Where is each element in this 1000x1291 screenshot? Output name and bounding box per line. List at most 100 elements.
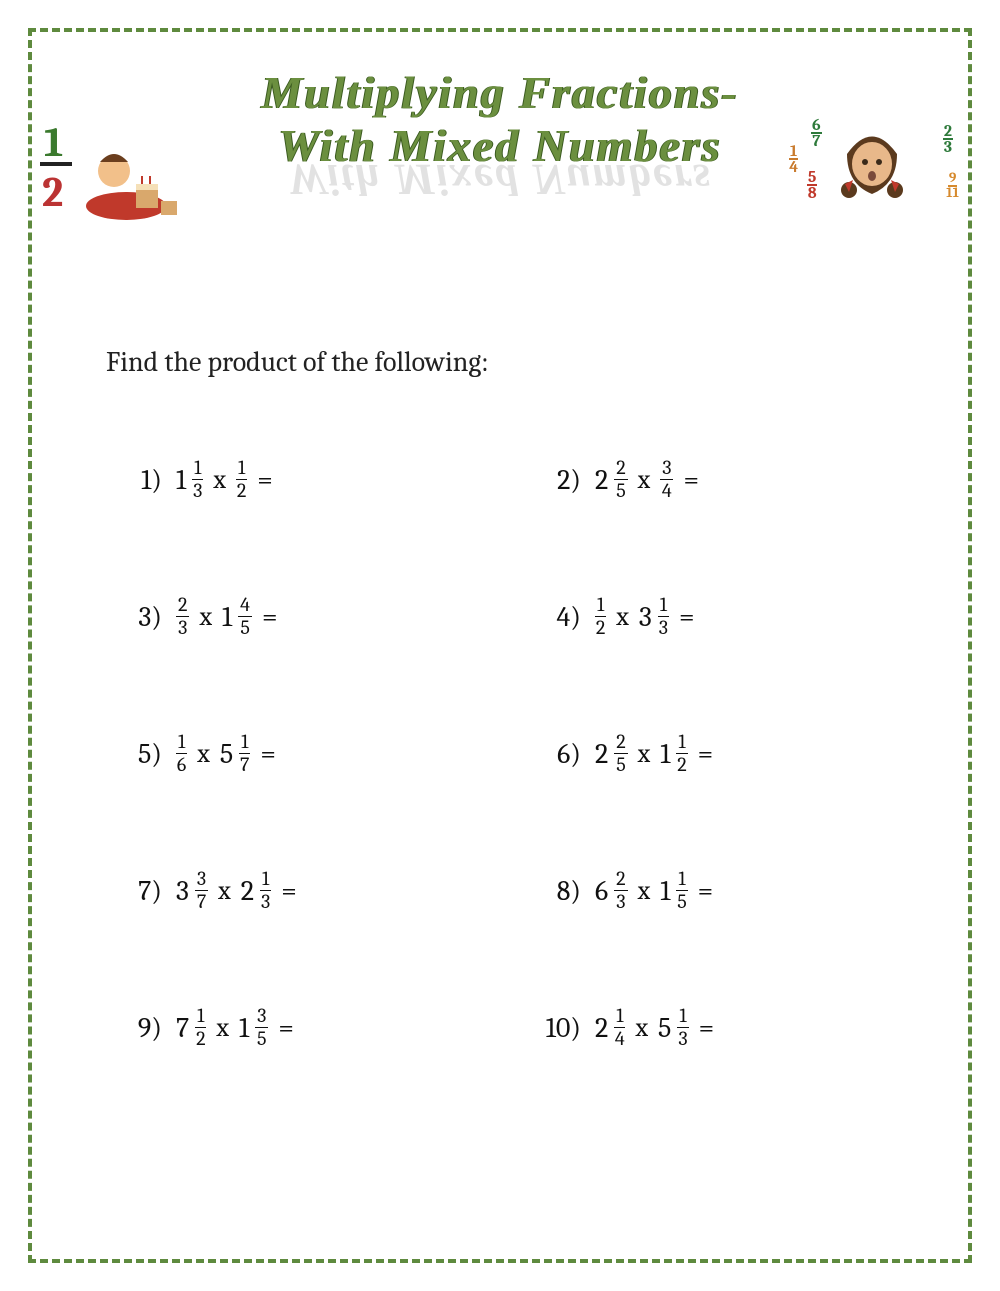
problem-6: 6)225x112=	[495, 732, 914, 775]
numerator: 1	[239, 732, 250, 754]
numerator: 1	[614, 1006, 625, 1028]
whole-part: 1	[660, 875, 670, 907]
multiply-symbol: x	[635, 1013, 648, 1043]
equals-symbol: =	[262, 601, 278, 633]
fraction: 37	[195, 869, 208, 912]
multiply-symbol: x	[638, 465, 651, 495]
numerator: 1	[658, 595, 669, 617]
expression: 214x513=	[595, 1006, 714, 1049]
mini-frac-5-8: 58	[807, 170, 817, 201]
numerator: 1	[260, 869, 271, 891]
problem-5: 5)16x517=	[116, 732, 495, 775]
multiply-symbol: x	[218, 876, 231, 906]
fraction: 15	[676, 869, 687, 912]
numerator: 1	[195, 1006, 206, 1028]
fraction: 12	[676, 732, 687, 775]
fraction: 17	[239, 732, 250, 775]
expression: 12x313=	[595, 595, 695, 638]
denominator: 6	[177, 754, 186, 775]
whole-part: 5	[220, 738, 233, 770]
denominator: 3	[178, 617, 187, 638]
equals-symbol: =	[698, 738, 714, 770]
fraction: 14	[614, 1006, 625, 1049]
problem-1: 1)113x12=	[116, 458, 495, 501]
fraction: 35	[255, 1006, 268, 1049]
problem-8: 8)623x115=	[495, 869, 914, 912]
problem-number: 7)	[116, 875, 162, 907]
numerator: 2	[614, 458, 627, 480]
instruction-text: Find the product of the following:	[106, 346, 954, 378]
problem-row: 5)16x517=6)225x112=	[116, 732, 914, 775]
problem-number: 10)	[535, 1012, 581, 1044]
denominator: 7	[197, 891, 206, 912]
denominator: 2	[196, 1028, 205, 1049]
fraction: 23	[176, 595, 189, 638]
denominator: 4	[615, 1028, 625, 1049]
fraction: 45	[238, 595, 252, 638]
whole-part: 2	[595, 464, 608, 496]
problem-number: 5)	[116, 738, 162, 770]
fraction: 25	[614, 458, 627, 501]
whole-part: 2	[595, 1012, 608, 1044]
problem-number: 6)	[535, 738, 581, 770]
denominator: 4	[662, 480, 672, 501]
page-border: 1 2 Multiplying Fractions- With Mixed Nu…	[28, 28, 972, 1263]
fraction: 13	[658, 595, 669, 638]
equals-symbol: =	[699, 1012, 715, 1044]
fraction: 12	[595, 595, 606, 638]
numerator: 2	[176, 595, 189, 617]
fraction: 23	[614, 869, 627, 912]
whole-part: 2	[595, 738, 608, 770]
whole-part: 3	[639, 601, 652, 633]
denominator: 3	[678, 1028, 687, 1049]
mini-frac-1-4: 14	[789, 144, 798, 175]
clipart-girl-fractions: 14 67 58 23 911	[789, 116, 959, 226]
multiply-symbol: x	[216, 1013, 229, 1043]
fraction: 13	[677, 1006, 688, 1049]
problem-number: 9)	[116, 1012, 162, 1044]
numerator: 1	[676, 869, 687, 891]
numerator: 1	[595, 595, 606, 617]
numerator: 4	[238, 595, 252, 617]
problem-number: 1)	[116, 464, 162, 496]
denominator: 5	[240, 617, 250, 638]
denominator: 3	[193, 480, 202, 501]
fraction: 13	[192, 458, 203, 501]
numerator: 1	[176, 732, 187, 754]
mini-frac-6-7: 67	[811, 118, 822, 149]
denominator: 3	[261, 891, 270, 912]
whole-part: 1	[239, 1012, 249, 1044]
problem-number: 8)	[535, 875, 581, 907]
equals-symbol: =	[260, 738, 276, 770]
whole-part: 2	[241, 875, 254, 907]
numerator: 3	[660, 458, 673, 480]
equals-symbol: =	[278, 1012, 294, 1044]
equals-symbol: =	[683, 464, 699, 496]
whole-part: 7	[176, 1012, 189, 1044]
problem-3: 3)23x145=	[116, 595, 495, 638]
problem-number: 4)	[535, 601, 581, 633]
numerator: 3	[255, 1006, 268, 1028]
problem-number: 2)	[535, 464, 581, 496]
header: 1 2 Multiplying Fractions- With Mixed Nu…	[46, 46, 954, 296]
problem-9: 9)712x135=	[116, 1006, 495, 1049]
multiply-symbol: x	[616, 602, 629, 632]
numerator: 2	[614, 732, 627, 754]
problem-number: 3)	[116, 601, 162, 633]
denominator: 7	[240, 754, 249, 775]
equals-symbol: =	[257, 464, 273, 496]
whole-part: 5	[658, 1012, 671, 1044]
denominator: 2	[596, 617, 605, 638]
mini-frac-9-11: 911	[946, 172, 959, 199]
expression: 712x135=	[176, 1006, 294, 1049]
girl-face-icon	[837, 124, 907, 214]
denominator: 5	[616, 754, 626, 775]
whole-part: 1	[176, 464, 186, 496]
numerator: 1	[677, 1006, 688, 1028]
whole-part: 6	[595, 875, 608, 907]
whole-part: 3	[176, 875, 189, 907]
fraction: 16	[176, 732, 187, 775]
fraction: 25	[614, 732, 627, 775]
multiply-symbol: x	[638, 876, 651, 906]
equals-symbol: =	[679, 601, 695, 633]
